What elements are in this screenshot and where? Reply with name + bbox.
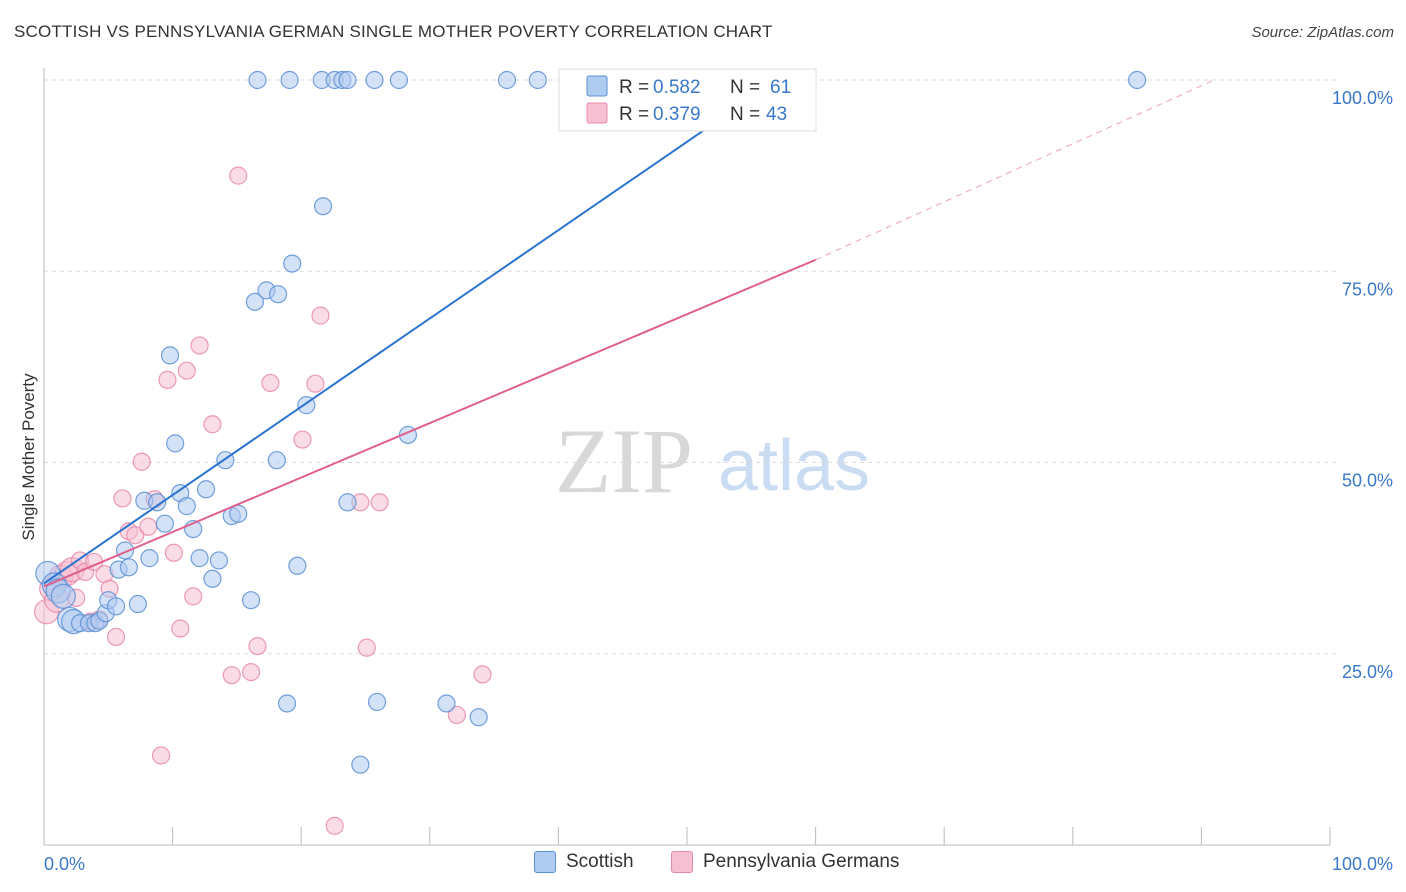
correlation-legend: R = 0.582 N = 61 R = 0.379 N = 43: [558, 68, 817, 132]
scottish-point-15: [119, 558, 138, 577]
grid-lines: [44, 79, 1340, 655]
scottish-point-19: [148, 493, 167, 512]
scottish-point-42: [313, 197, 333, 216]
legend-r-value-1: 0.582: [653, 77, 701, 98]
pennsylvania-german-point-24: [171, 619, 190, 638]
legend-swatch-scottish-bottom: [534, 851, 556, 873]
watermark-zip: ZIP: [555, 410, 693, 512]
legend-n-label-1: N =: [730, 77, 760, 98]
pennsylvania-german-point-34: [293, 430, 312, 449]
legend-swatch-pennsylvania-germans: [586, 102, 608, 124]
scottish-point-24: [177, 497, 196, 516]
pennsylvania-german-point-42: [473, 665, 492, 684]
pennsylvania-german-point-17: [126, 526, 145, 545]
scottish-point-40: [288, 556, 307, 575]
pennsylvania-german-point-26: [184, 587, 203, 606]
scottish-point-48: [469, 708, 488, 727]
pennsylvania-german-point-31: [241, 663, 261, 682]
source-credit: Source: ZipAtlas.com: [1251, 24, 1394, 41]
pennsylvania-german-point-27: [190, 336, 209, 355]
pennsylvania-germans-trend-line: [43, 258, 816, 588]
scottish-trend-line: [43, 79, 778, 585]
scottish-point-60: [1127, 70, 1147, 90]
scottish-point-55: [365, 70, 384, 90]
scottish-point-3: [50, 583, 76, 609]
pennsylvania-german-point-33: [261, 373, 280, 393]
scottish-point-26: [190, 549, 209, 568]
pennsylvania-german-point-23: [164, 543, 183, 562]
chart-title: SCOTTISH VS PENNSYLVANIA GERMAN SINGLE M…: [14, 22, 773, 41]
x-tick-label-min: 0.0%: [44, 854, 85, 874]
scottish-point-34: [245, 292, 265, 311]
legend-n-label-2: N =: [730, 104, 760, 125]
scottish-point-21: [160, 346, 180, 365]
scottish-point-54: [338, 70, 357, 90]
legend-swatch-pennsylvania-germans-bottom: [671, 851, 693, 873]
y-tick-label-50: 50.0%: [1342, 471, 1393, 491]
axes: [43, 68, 1331, 846]
watermark-atlas: atlas: [718, 426, 870, 506]
tick-labels: 25.0% 50.0% 75.0% 100.0% 0.0% 100.0%: [44, 88, 1393, 874]
trend-lines: [43, 79, 1215, 588]
legend-r-label-1: R =: [619, 77, 649, 98]
pennsylvania-german-point-37: [325, 816, 344, 835]
pennsylvania-german-point-36: [311, 306, 330, 325]
legend-label-pennsylvania-germans: Pennsylvania Germans: [703, 851, 900, 872]
pennsylvania-german-point-41: [447, 705, 466, 725]
data-points: [33, 70, 1147, 835]
scottish-point-49: [248, 70, 267, 90]
pennsylvania-german-point-40: [370, 493, 389, 512]
scottish-point-20: [155, 514, 174, 533]
legend-n-value-1: 61: [770, 77, 791, 98]
series-legend: Scottish Pennsylvania Germans: [0, 851, 1406, 879]
scottish-point-47: [437, 694, 456, 713]
pennsylvania-german-point-29: [222, 666, 241, 685]
scottish-point-27: [196, 480, 216, 499]
legend-swatch-scottish: [586, 75, 608, 97]
pennsylvania-german-point-19: [139, 517, 158, 536]
pennsylvania-german-point-22: [158, 370, 177, 389]
x-tick-label-max: 100.0%: [1332, 854, 1393, 874]
pennsylvania-german-point-18: [132, 452, 151, 471]
pennsylvania-german-point-21: [151, 746, 171, 765]
scottish-point-56: [389, 70, 409, 90]
legend-item-scottish: Scottish: [534, 851, 634, 873]
scottish-point-22: [166, 434, 185, 453]
pennsylvania-german-point-25: [177, 361, 196, 380]
scottish-point-38: [277, 694, 297, 713]
scottish-point-45: [367, 692, 387, 712]
y-tick-label-25: 25.0%: [1342, 662, 1393, 682]
scottish-point-28: [203, 569, 222, 588]
scottish-point-50: [280, 70, 299, 90]
pennsylvania-germans-trend-extension: [815, 79, 1215, 261]
scottish-point-43: [338, 493, 357, 512]
scottish-point-39: [283, 254, 302, 273]
scottish-point-12: [106, 597, 126, 616]
legend-r-label-2: R =: [619, 104, 649, 125]
legend-r-value-2: 0.379: [653, 104, 701, 125]
y-axis-label: Single Mother Poverty: [19, 373, 38, 541]
legend-item-pennsylvania-germans: Pennsylvania Germans: [671, 851, 899, 873]
scottish-point-37: [267, 451, 286, 470]
y-tick-label-75: 75.0%: [1342, 279, 1393, 299]
scottish-point-36: [268, 285, 288, 304]
pennsylvania-german-point-32: [248, 636, 267, 656]
scottish-point-16: [128, 594, 147, 614]
pennsylvania-german-point-15: [113, 489, 132, 508]
scottish-point-18: [140, 549, 159, 568]
y-tick-label-100: 100.0%: [1332, 88, 1393, 108]
pennsylvania-german-point-14: [106, 627, 126, 647]
pennsylvania-german-point-39: [357, 638, 376, 657]
scottish-point-29: [209, 551, 228, 570]
scottish-point-44: [351, 755, 370, 774]
pennsylvania-german-point-35: [306, 374, 325, 393]
pennsylvania-german-point-28: [203, 415, 222, 434]
scottish-point-33: [241, 591, 261, 610]
scottish-point-57: [497, 70, 517, 90]
legend-n-value-2: 43: [766, 104, 787, 125]
pennsylvania-german-point-30: [229, 166, 248, 185]
legend-label-scottish: Scottish: [566, 851, 634, 872]
scottish-point-58: [528, 70, 547, 90]
